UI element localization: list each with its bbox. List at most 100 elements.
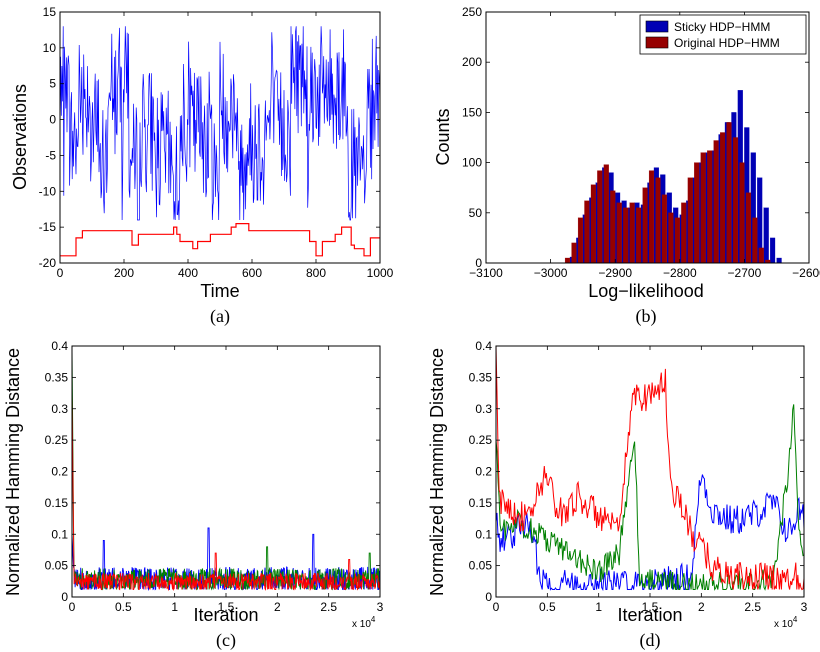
y-tick-label: 5 [49,77,56,91]
x-tick-label: −2900 [598,266,632,280]
x-tick-label: 0 [493,600,500,614]
original-histogram-bar [642,187,648,264]
y-tick-label: -15 [39,220,57,234]
y-tick-label: 0.35 [45,370,69,384]
y-tick-label: 150 [462,105,482,119]
y-tick-label: 0.05 [469,559,493,573]
y-tick-label: 10 [43,41,57,55]
original-histogram-bar [732,137,739,264]
original-histogram-bar [745,192,751,264]
x-tick-label: 1000 [367,266,394,280]
original-histogram-bar [648,170,655,264]
x-tick-label: 1.5 [218,600,235,614]
panel-b-legend: Sticky HDP−HMM Original HDP−HMM [639,14,807,55]
panel-c-frame [71,345,381,598]
x-tick-label: 3 [377,600,384,614]
y-tick-label: -20 [39,256,57,270]
y-tick-label: 0 [475,256,482,270]
hamming-distance-line [71,389,381,592]
panel-c-multiplier: x 104 [352,615,376,630]
sticky-histogram-bar [763,207,769,264]
y-tick-label: 0.4 [475,339,492,353]
legend-swatch-original [645,36,669,49]
original-histogram-bar [694,162,700,264]
panel-d-ticks: 0 0.5 1 1.5 2 2.5 3 0 0.05 0.1 0.15 0.2 0.25 0.3 0.35 0… [469,339,808,614]
x-tick-label: 1 [595,600,602,614]
hamming-distance-line [495,404,805,591]
original-histogram-bar [603,164,609,264]
panel-d: 0 0.5 1 1.5 2 2.5 3 0 0.05 0.1 0.15 0.2 0.25 0.3 0.35 0… [427,339,808,651]
y-tick-label: 0.3 [51,402,68,416]
x-tick-label: 2.5 [744,600,761,614]
y-tick-label: 0.35 [469,370,493,384]
original-histogram-bar [564,257,571,264]
panel-a-ticks: 0 200 400 600 800 1000 -20 -15 -10 -5 0 5 10 15 [39,5,394,280]
sticky-histogram-bar [776,257,782,264]
panel-c-marks [71,345,381,592]
panel-b-marks [564,90,782,264]
y-tick-label: 0.1 [475,527,492,541]
original-histogram-bar [597,170,603,264]
panel-b-frame [485,11,810,264]
original-histogram-bar [700,152,706,264]
x-tick-label: 1.5 [642,600,659,614]
original-histogram-bar [752,217,758,264]
x-tick-label: 600 [242,266,262,280]
panel-c: 0 0.5 1 1.5 2 2.5 3 0 0.05 0.1 0.15 0.2 0.25 0.3 0.35 0… [3,339,384,651]
x-tick-label: −3000 [534,266,568,280]
original-histogram-bar [629,202,635,264]
panel-d-ylabel: Normalized Hamming Distance [427,348,447,596]
x-tick-label: 3 [801,600,808,614]
observations-series-line [59,26,381,221]
state-sequence-line [60,223,380,257]
sticky-histogram-bar [770,237,776,264]
original-histogram-bar [713,140,719,264]
original-histogram-bar [739,162,745,264]
y-tick-label: -5 [45,148,56,162]
original-histogram-bar [610,190,616,264]
y-tick-label: 0.2 [475,465,492,479]
x-tick-label: −2700 [728,266,762,280]
original-histogram-bar [720,132,726,264]
panel-d-xlabel: Iteration [617,605,682,625]
y-tick-label: 0.4 [51,339,68,353]
original-histogram-bar [661,194,667,264]
panel-b-ylabel: Counts [433,108,453,165]
panel-d-caption: (d) [640,630,661,651]
x-tick-label: 0.5 [115,600,132,614]
original-histogram-bar [623,207,629,264]
x-tick-label: 0.5 [539,600,556,614]
original-histogram-bar [590,184,596,264]
y-tick-label: 0.2 [51,465,68,479]
y-tick-label: 0.1 [51,527,68,541]
original-histogram-bar [571,242,577,264]
x-tick-label: 2 [698,600,705,614]
original-histogram-bar [668,212,674,264]
panel-d-multiplier: x 104 [774,615,798,630]
y-tick-label: 50 [469,206,483,220]
y-tick-label: 0.15 [469,496,493,510]
y-tick-label: 0 [485,590,492,604]
x-tick-label: 400 [178,266,198,280]
x-tick-label: −2800 [663,266,697,280]
panel-a-frame [59,11,381,264]
y-tick-label: 0 [49,113,56,127]
panel-d-frame [495,345,805,598]
original-histogram-bar [636,207,642,264]
original-histogram-bar [674,217,680,264]
hamming-distance-line [495,474,805,592]
panel-a-ylabel: Observations [10,84,30,190]
y-tick-label: -10 [39,184,57,198]
y-tick-label: 250 [462,5,482,19]
hamming-distance-line [495,345,805,591]
y-tick-label: 15 [43,5,57,19]
panel-d-multiplier-base: x 10 [774,619,793,630]
y-tick-label: 0.25 [45,433,69,447]
panel-c-xlabel: Iteration [193,605,258,625]
original-histogram-bar [655,177,661,264]
panel-b-xlabel: Log−likelihood [588,281,704,301]
x-tick-label: 1 [171,600,178,614]
